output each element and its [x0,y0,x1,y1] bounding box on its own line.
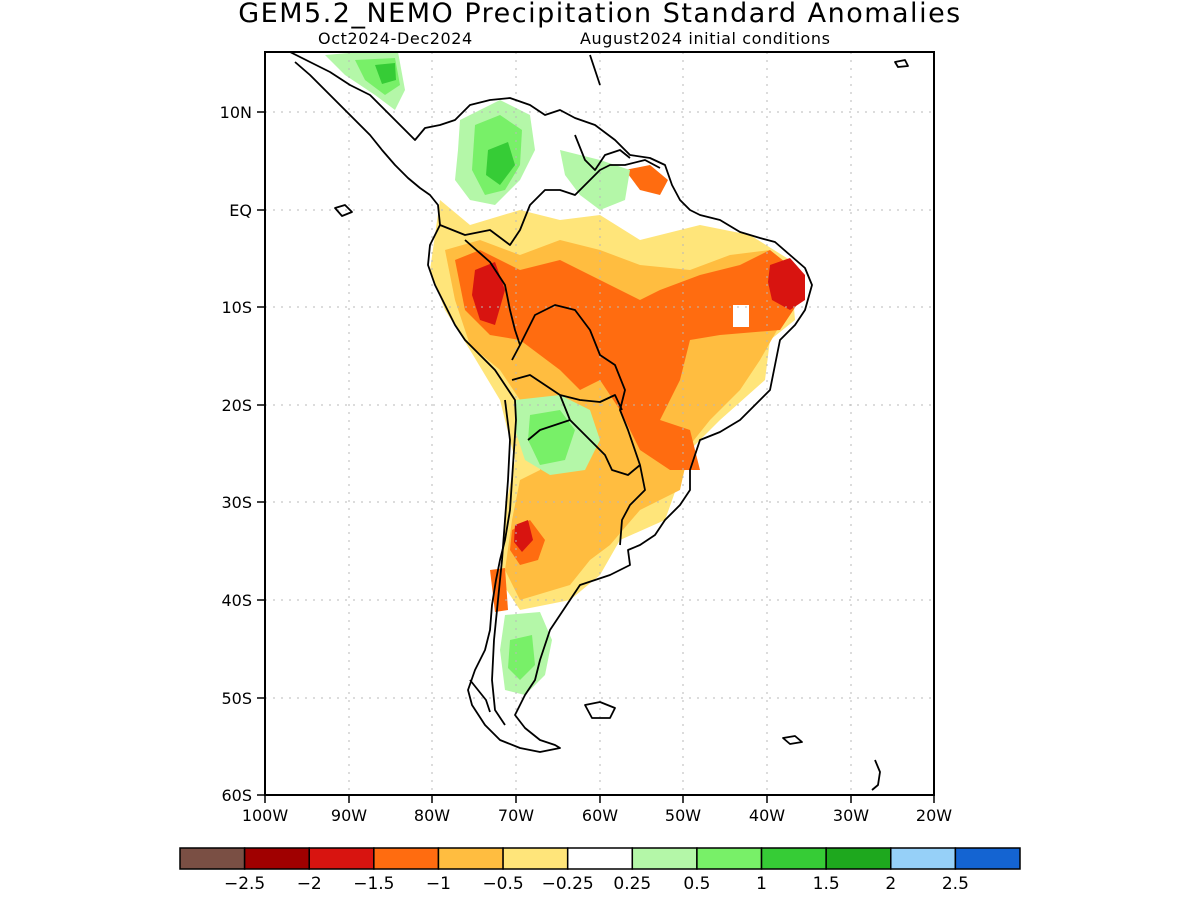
lon-label: 90W [331,806,367,825]
anomaly-wet-moderate [508,635,535,680]
colorbar-swatch [179,847,246,870]
anomaly-dry-severe [514,520,533,552]
colorbar-swatch [308,847,375,870]
anomaly-dry-severe [472,262,505,325]
lon-label: 40W [749,806,785,825]
coastline [289,52,813,753]
colorbar-label: −2 [297,874,322,894]
country-border [439,159,661,246]
colorbar-label: 2 [885,874,896,894]
lat-label: 50S [221,689,252,708]
lon-label: 60W [582,806,618,825]
anomaly-neutral-patch [733,305,749,327]
colorbar-label: 0.25 [613,874,651,894]
anomaly-wet-moderate [528,410,575,465]
lon-label: 20W [916,806,952,825]
colorbar-label: −2.5 [224,874,265,894]
colorbar-label: 1.5 [813,874,840,894]
anomaly-wet-strong [375,63,396,84]
colorbar-swatch [954,847,1021,870]
anomaly-dry-strong [625,165,668,195]
lat-label: 10N [220,103,252,122]
colorbar-swatch [890,847,957,870]
country-border [519,304,646,546]
colorbar-swatch [696,847,763,870]
map-title: GEM5.2_NEMO Precipitation Standard Anoma… [238,0,962,29]
colorbar-label: −0.5 [482,874,523,894]
lon-label: 80W [414,806,450,825]
colorbar-label: −1.5 [353,874,394,894]
lon-label: 100W [242,806,289,825]
anomaly-dry-strong [455,250,800,470]
coastlines-borders [289,52,909,791]
country-border [574,134,631,171]
colorbar-swatch [631,847,698,870]
colorbar-swatch [825,847,892,870]
lon-label: 70W [498,806,534,825]
lon-label: 30W [833,806,869,825]
colorbar-swatch [373,847,440,870]
lat-label: 30S [221,493,252,512]
lat-label: 10S [221,298,252,317]
lat-label: 40S [221,591,252,610]
colorbar-swatch [502,847,569,870]
colorbar-swatch [437,847,504,870]
colorbar: −2.5 −2 −1.5 −1 −0.5 −0.25 0.25 0.5 1 1.5 2 2.5 [179,847,1021,894]
latitude-labels: 10N EQ 10S 20S 30S 40S 50S 60S [220,103,252,805]
lat-label: 60S [221,786,252,805]
country-border [527,419,571,441]
island [584,701,616,719]
island [589,54,601,86]
longitude-labels: 100W 90W 80W 70W 60W 50W 40W 30W 20W [242,806,952,825]
colorbar-label: −1 [426,874,451,894]
colorbar-swatch [243,847,310,870]
island [894,59,909,68]
anomaly-wet-strong [486,142,515,185]
lat-label: EQ [229,201,252,220]
colorbar-label: 1 [756,874,767,894]
lon-label: 50W [665,806,701,825]
colorbar-label: −0.25 [542,874,594,894]
island [469,679,491,713]
island [871,759,881,791]
lat-label: 20S [221,396,252,415]
country-border [491,399,511,726]
tick-marks [257,111,935,803]
island [334,204,353,217]
colorbar-label: 0.5 [683,874,710,894]
anomaly-shading [305,52,810,752]
initial-conditions: August2024 initial conditions [580,29,831,48]
colorbar-label: 2.5 [942,874,969,894]
colorbar-swatch [566,847,634,870]
island [782,735,803,745]
colorbar-swatch [760,847,827,870]
forecast-period: Oct2024-Dec2024 [318,29,473,48]
country-border [511,374,623,411]
anomaly-dry-severe [768,258,805,310]
